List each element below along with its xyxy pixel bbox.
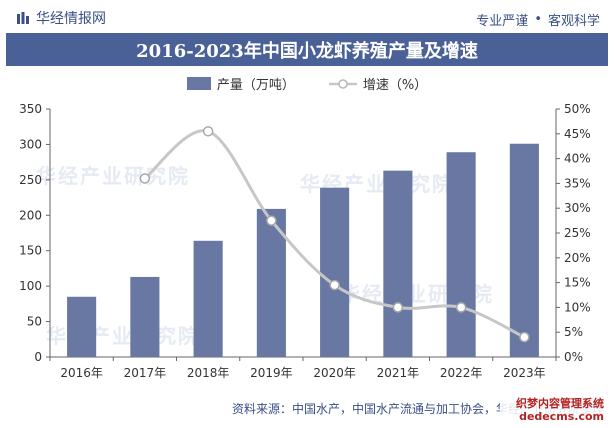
x-tick-label: 2020年 bbox=[313, 366, 356, 380]
footer-badge bbox=[500, 392, 608, 426]
x-tick-label: 2016年 bbox=[60, 366, 103, 380]
right-tick-label: 10% bbox=[564, 300, 591, 314]
x-tick-label: 2022年 bbox=[440, 366, 483, 380]
bar bbox=[193, 240, 223, 357]
right-tick-label: 0% bbox=[564, 350, 583, 364]
right-tick-label: 15% bbox=[564, 276, 591, 290]
brand-logo-icon bbox=[17, 12, 29, 24]
left-tick-label: 250 bbox=[19, 173, 42, 187]
x-tick-label: 2019年 bbox=[250, 366, 293, 380]
chart-title: 2016-2023年中国小龙虾养殖产量及增速 bbox=[6, 33, 608, 66]
legend-label-production: 产量（万吨） bbox=[216, 78, 295, 93]
brand[interactable]: 华经情报网 bbox=[16, 8, 106, 28]
bar bbox=[509, 143, 539, 357]
dot-separator-icon: • bbox=[534, 12, 542, 27]
legend-item-growth: 增速（%） bbox=[328, 74, 428, 93]
legend-item-production: 产量（万吨） bbox=[186, 74, 295, 93]
tagline-right: 客观科学 bbox=[547, 14, 600, 29]
growth-point bbox=[519, 331, 530, 343]
legend-label-growth: 增速（%） bbox=[362, 78, 428, 93]
left-tick-label: 350 bbox=[19, 102, 42, 116]
growth-point bbox=[139, 173, 151, 184]
legend-line-swatch bbox=[328, 78, 357, 89]
x-tick-label: 2018年 bbox=[187, 366, 230, 380]
line-series bbox=[139, 126, 530, 343]
bar bbox=[446, 152, 476, 357]
top-bar: 华经情报网 专业严谨 • 客观科学 bbox=[0, 0, 614, 33]
left-tick-label: 300 bbox=[19, 137, 42, 151]
left-tick-label: 50 bbox=[27, 315, 42, 329]
right-tick-label: 30% bbox=[564, 201, 591, 215]
right-axis: 0% 5% 10% 15% 20% 25% 30% 35% 40% 45% 50% bbox=[555, 102, 591, 364]
right-tick-label: 45% bbox=[564, 127, 591, 141]
right-tick-label: 5% bbox=[564, 325, 583, 339]
x-tick-label: 2017年 bbox=[124, 366, 167, 380]
legend: 产量（万吨） 增速（%） bbox=[0, 74, 614, 93]
left-axis: 0 50 100 150 200 250 300 350 bbox=[19, 102, 51, 364]
bar bbox=[383, 170, 413, 357]
growth-point bbox=[329, 279, 340, 291]
badge-text-2: dedecms.com bbox=[519, 410, 604, 423]
growth-point bbox=[392, 302, 404, 313]
right-tick-label: 50% bbox=[564, 102, 591, 116]
x-axis: 2016年 2017年 2018年 2019年 2020年 2021年 2022年 2023年 bbox=[49, 356, 557, 380]
growth-point bbox=[202, 126, 214, 137]
left-tick-label: 200 bbox=[19, 208, 42, 222]
right-tick-label: 25% bbox=[564, 226, 591, 240]
x-tick-label: 2021年 bbox=[377, 366, 420, 380]
bar-series bbox=[67, 143, 539, 357]
growth-point bbox=[455, 302, 467, 313]
bar bbox=[320, 187, 350, 357]
right-tick-label: 20% bbox=[564, 251, 591, 265]
growth-point bbox=[266, 215, 277, 226]
left-tick-label: 100 bbox=[19, 279, 42, 293]
right-tick-label: 40% bbox=[564, 152, 591, 166]
bar bbox=[130, 276, 160, 357]
legend-bar-swatch bbox=[186, 77, 211, 90]
badge-text-1: 织梦内容管理系统 bbox=[516, 397, 604, 410]
left-tick-label: 0 bbox=[34, 350, 42, 364]
tagline: 专业严谨 • 客观科学 bbox=[476, 10, 600, 29]
brand-name: 华经情报网 bbox=[36, 11, 106, 27]
left-tick-label: 150 bbox=[19, 244, 42, 258]
tagline-left: 专业严谨 bbox=[476, 14, 529, 29]
right-tick-label: 35% bbox=[564, 176, 591, 190]
x-tick-label: 2023年 bbox=[503, 366, 546, 380]
bar bbox=[67, 296, 97, 357]
